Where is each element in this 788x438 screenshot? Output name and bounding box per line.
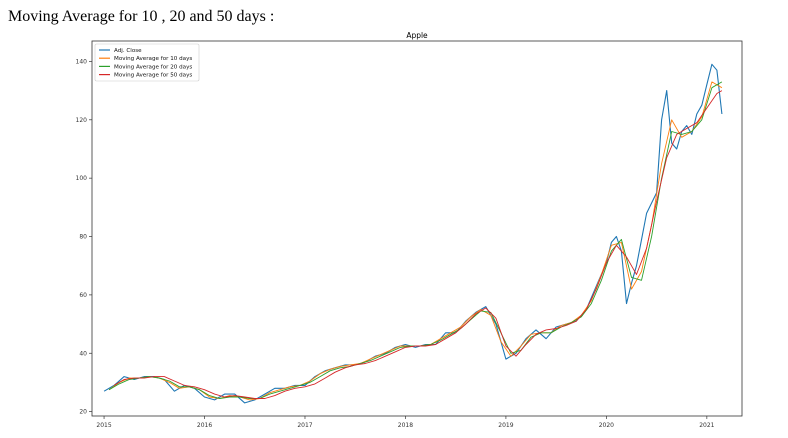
series-line-moving-average-for-50-days	[113, 90, 723, 399]
x-tick-label: 2018	[398, 422, 413, 429]
y-tick-label: 20	[79, 409, 87, 416]
y-tick-label: 140	[76, 58, 88, 65]
x-tick-label: 2020	[599, 422, 614, 429]
y-tick-label: 40	[79, 350, 87, 357]
x-tick-label: 2016	[197, 422, 212, 429]
x-tick-label: 2015	[96, 422, 111, 429]
page-heading: Moving Average for 10 , 20 and 50 days :	[8, 8, 275, 25]
plot-area	[91, 40, 743, 417]
y-tick-label: 60	[79, 292, 87, 299]
y-tick-label: 80	[79, 234, 87, 241]
legend-label: Moving Average for 10 days	[114, 56, 192, 62]
legend-label: Moving Average for 50 days	[114, 73, 192, 79]
legend-label: Moving Average for 20 days	[114, 64, 192, 70]
x-axis: 2015 2016 2017 2018 2019 2020 2021	[96, 416, 715, 429]
y-tick-label: 100	[76, 175, 88, 182]
legend: Adj. Close Moving Average for 10 days Movi…	[94, 43, 200, 82]
legend-box	[94, 43, 200, 82]
x-tick-label: 2017	[297, 422, 312, 429]
series-layer	[103, 63, 723, 404]
y-tick-label: 120	[76, 117, 88, 124]
legend-label: Adj. Close	[114, 48, 142, 54]
x-tick-label: 2021	[699, 422, 714, 429]
y-axis: 20 40 60 80 100 120 140	[76, 58, 92, 416]
x-tick-label: 2019	[498, 422, 513, 429]
chart-title: Apple	[406, 31, 428, 40]
